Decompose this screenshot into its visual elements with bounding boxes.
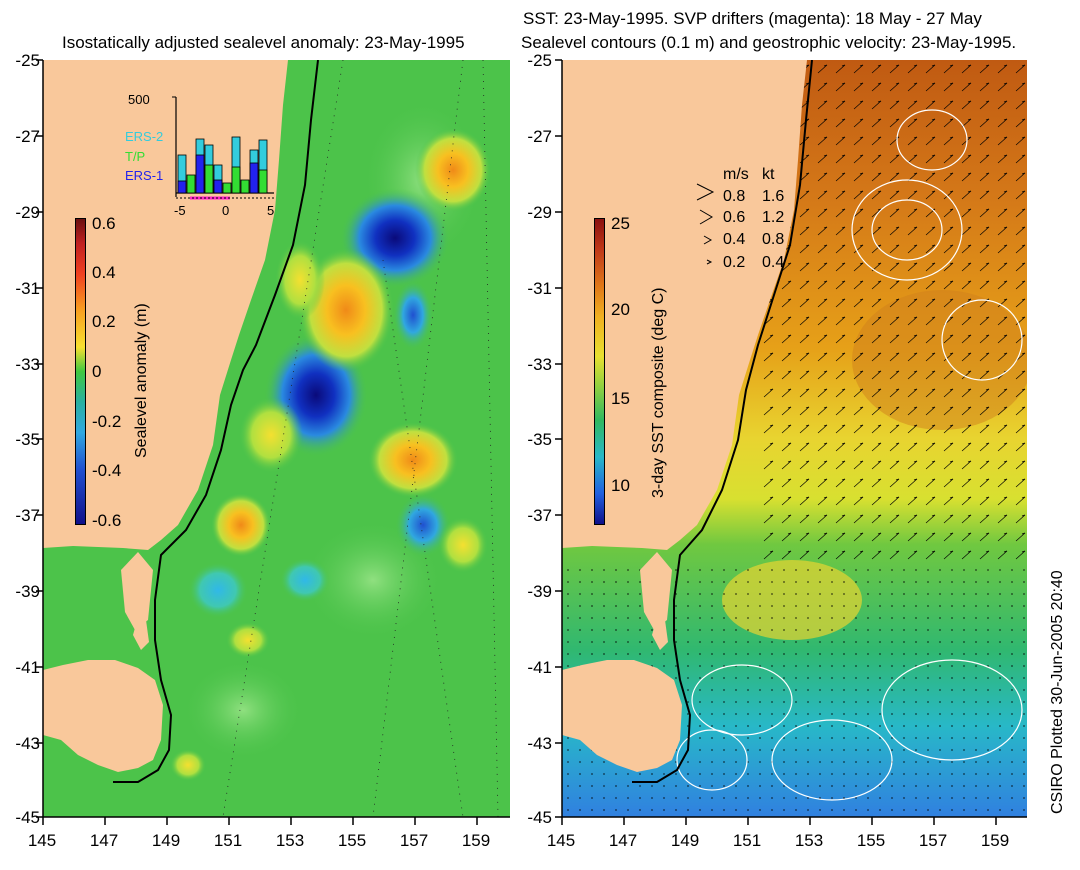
legend-ers1: ERS-1 [125, 168, 164, 183]
y-tick-label: -25 [527, 51, 552, 70]
y-tick-label: -41 [15, 658, 40, 677]
sst-map [562, 60, 1027, 817]
y-tick-label: -29 [527, 203, 552, 222]
colorbar-tick: 15 [611, 389, 630, 408]
csiro-plot-stamp: CSIRO Plotted 30-Jun-2005 20:40 [1049, 570, 1066, 814]
legend-tp: T/P [125, 149, 146, 164]
x-tick-label: 145 [546, 831, 576, 850]
velocity-ms-value: 0.4 [723, 231, 746, 248]
inset-xtick: -5 [174, 203, 186, 218]
left-axis-ticks [36, 59, 510, 825]
velocity-kt-value: 0.8 [762, 231, 785, 248]
x-tick-label: 155 [337, 831, 367, 850]
velocity-legend-header-ms: m/s [723, 166, 749, 183]
y-tick-label: -41 [527, 658, 552, 677]
colorbar-tick: 10 [611, 476, 630, 495]
y-tick-label: -35 [527, 430, 552, 449]
sst-colorbar-label: 3-day SST composite (deg C) [650, 287, 667, 498]
x-tick-label: 157 [918, 831, 948, 850]
colorbar-tick: 0.4 [92, 263, 116, 282]
right-panel-title-line2: Sealevel contours (0.1 m) and geostrophi… [521, 33, 1017, 52]
sealevel-anomaly-map [43, 60, 510, 817]
colorbar-tick: 25 [611, 214, 630, 233]
velocity-ms-value: 0.8 [723, 188, 746, 205]
y-tick-label: -31 [527, 279, 552, 298]
x-tick-label: 151 [213, 831, 243, 850]
inset-ymax-label: 500 [128, 92, 150, 107]
x-tick-label: 159 [461, 831, 491, 850]
x-tick-label: 147 [89, 831, 119, 850]
y-tick-label: -29 [15, 203, 40, 222]
x-tick-label: 145 [27, 831, 57, 850]
x-tick-label: 153 [275, 831, 305, 850]
y-tick-label: -33 [15, 355, 40, 374]
velocity-kt-value: 1.2 [762, 209, 785, 226]
y-tick-label: -39 [15, 582, 40, 601]
x-tick-label: 151 [732, 831, 762, 850]
x-tick-label: 153 [794, 831, 824, 850]
y-tick-label: -45 [527, 808, 552, 827]
y-tick-label: -37 [527, 506, 552, 525]
velocity-ms-value: 0.2 [723, 254, 746, 271]
y-tick-label: -37 [15, 506, 40, 525]
x-tick-label: 155 [856, 831, 886, 850]
y-tick-label: -27 [15, 127, 40, 146]
sealevel-colorbar [75, 218, 86, 525]
velocity-kt-value: 0.4 [762, 254, 785, 271]
velocity-kt-value: 1.6 [762, 188, 785, 205]
sst-map-svg [562, 60, 1027, 817]
x-tick-label: 157 [399, 831, 429, 850]
y-tick-label: -35 [15, 430, 40, 449]
y-tick-label: -25 [15, 51, 40, 70]
y-tick-label: -43 [527, 734, 552, 753]
x-tick-label: 159 [980, 831, 1010, 850]
sealevel-colorbar-label: Sealevel anomaly (m) [133, 303, 150, 458]
y-tick-label: -43 [15, 734, 40, 753]
colorbar-tick: -0.4 [92, 461, 122, 480]
x-tick-label: 149 [151, 831, 181, 850]
velocity-arrow-icons [696, 183, 715, 265]
colorbar-tick: 0.2 [92, 312, 116, 331]
sealevel-map-svg [43, 60, 510, 817]
y-tick-label: -39 [527, 582, 552, 601]
right-axis-ticks [555, 59, 1027, 825]
velocity-legend-header-kt: kt [762, 166, 775, 183]
left-panel-title: Isostatically adjusted sealevel anomaly:… [62, 33, 465, 52]
y-tick-label: -31 [15, 279, 40, 298]
legend-ers2: ERS-2 [125, 129, 164, 144]
velocity-ms-value: 0.6 [723, 209, 746, 226]
y-tick-label: -33 [527, 355, 552, 374]
inset-xtick: 5 [267, 203, 275, 218]
x-tick-label: 149 [670, 831, 700, 850]
colorbar-tick: 0 [92, 362, 102, 381]
y-tick-label: -45 [15, 808, 40, 827]
right-panel-title-line1: SST: 23-May-1995. SVP drifters (magenta)… [523, 9, 982, 28]
sst-colorbar [594, 218, 605, 525]
colorbar-tick: -0.2 [92, 412, 122, 431]
inset-xtick: 0 [222, 203, 230, 218]
colorbar-tick: -0.6 [92, 511, 122, 530]
satellite-count-inset [172, 96, 274, 200]
colorbar-tick: 0.6 [92, 214, 116, 233]
x-tick-label: 147 [608, 831, 638, 850]
colorbar-tick: 20 [611, 300, 630, 319]
y-tick-label: -27 [527, 127, 552, 146]
